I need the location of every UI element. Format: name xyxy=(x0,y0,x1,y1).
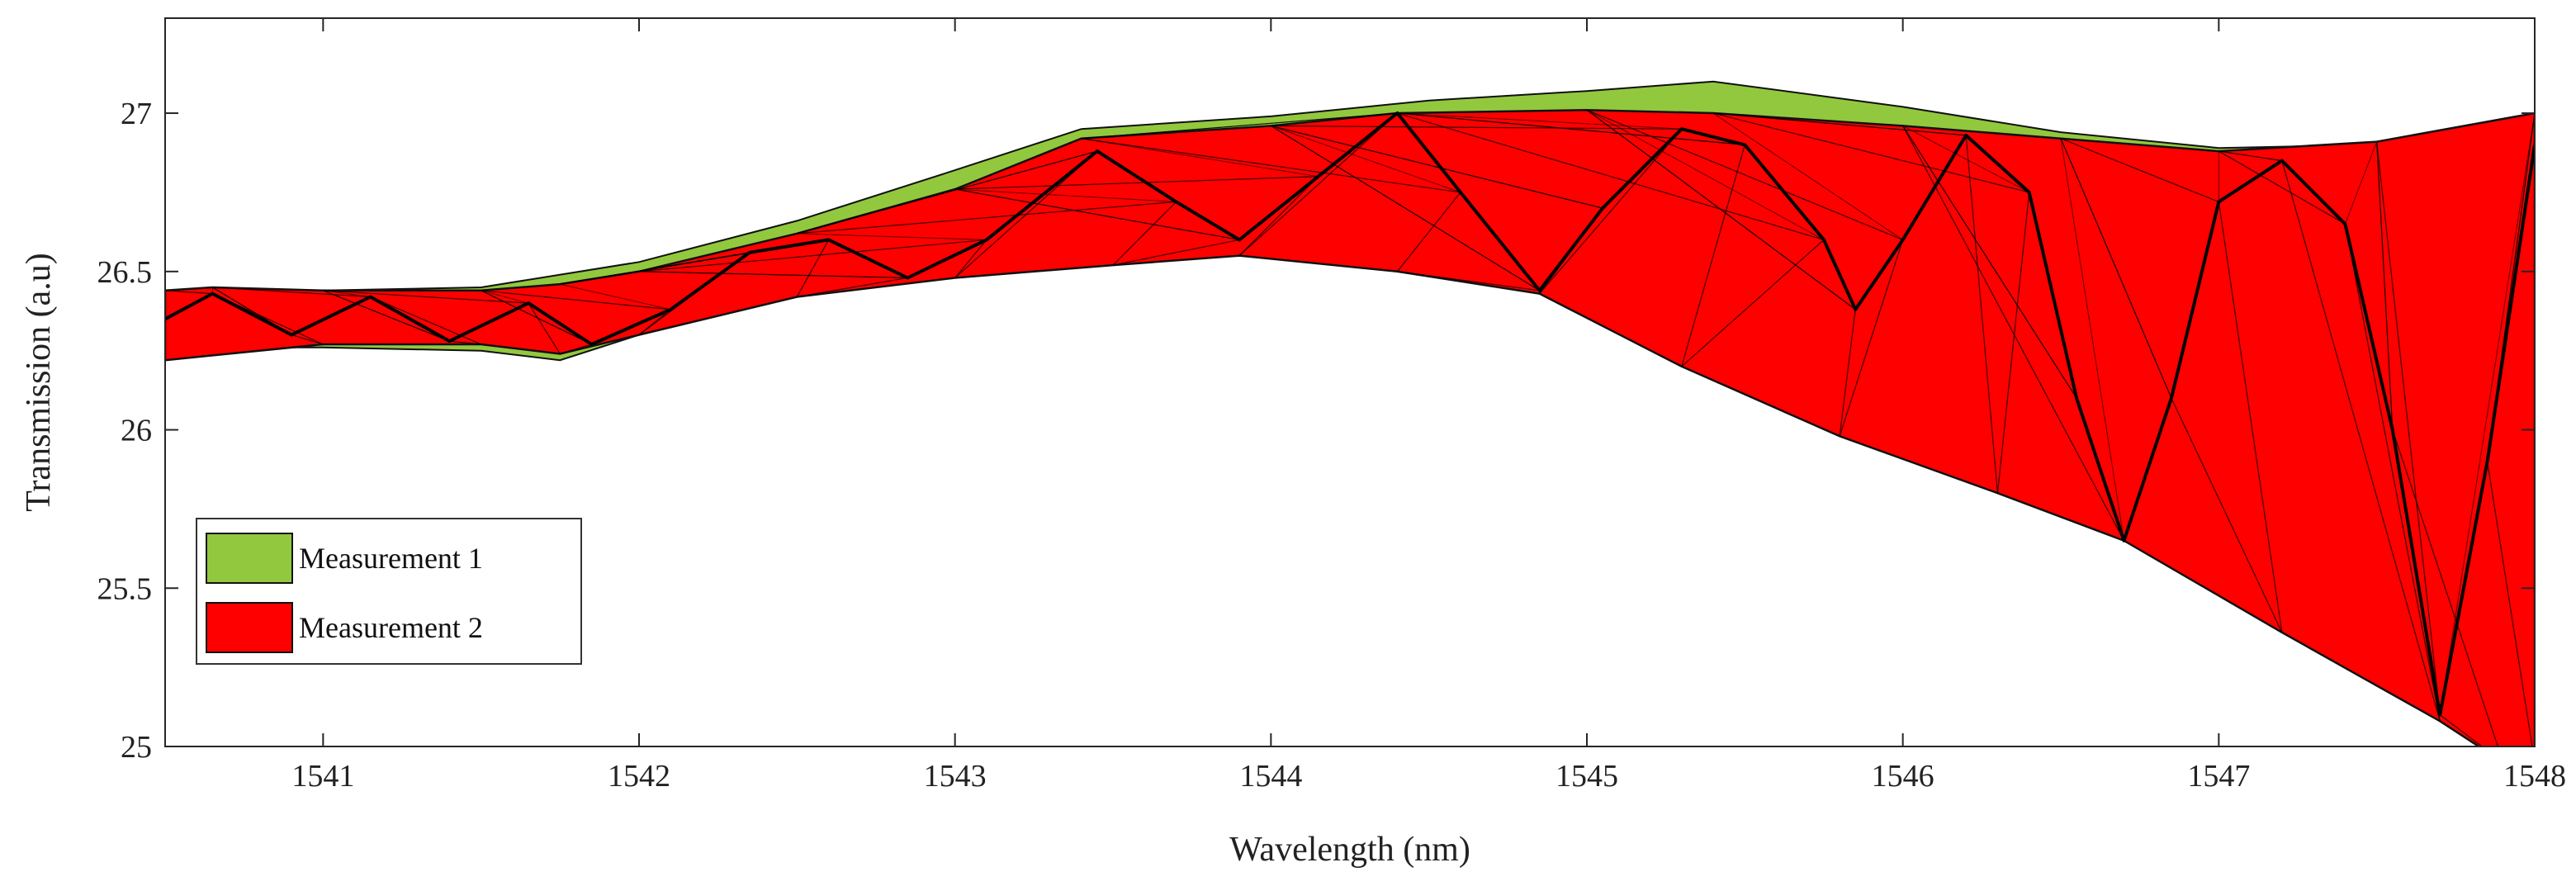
y-tick-label: 26.5 xyxy=(97,255,153,290)
mesh-line xyxy=(560,283,671,310)
mesh-line xyxy=(2060,138,2172,399)
x-tick-label: 1547 xyxy=(2187,759,2250,794)
x-tick-label: 1542 xyxy=(608,759,670,794)
mesh-line xyxy=(638,271,908,278)
mesh-line xyxy=(1271,125,1540,291)
mesh-line xyxy=(1081,138,1319,178)
x-tick-label: 1544 xyxy=(1239,759,1302,794)
mesh-line xyxy=(1681,145,1745,367)
mesh-line xyxy=(1396,192,1461,272)
mesh-line xyxy=(1081,138,1461,193)
y-axis-label: Transmission (a.u) xyxy=(20,253,58,511)
series-measurement-2-mesh xyxy=(165,109,2535,746)
mesh-line xyxy=(797,277,908,298)
x-tick-label: 1545 xyxy=(1556,759,1618,794)
mesh-line xyxy=(797,233,987,240)
tick-layer: 1541 1542 1543 1544 1545 1546 1547 1548 25 25.5 26… xyxy=(97,18,2566,794)
mesh-line xyxy=(2487,461,2533,746)
mesh-line xyxy=(2376,141,2441,715)
mesh-line xyxy=(1112,201,1177,266)
mesh-line xyxy=(2218,201,2283,633)
mesh-line xyxy=(1902,126,2077,399)
mesh-line xyxy=(1586,109,1856,310)
mesh-line xyxy=(1902,126,2125,542)
legend: Measurement 1 Measurement 2 xyxy=(196,518,582,665)
mesh-line xyxy=(796,239,830,297)
mesh-line xyxy=(1397,271,1540,291)
mesh-line xyxy=(528,302,561,354)
legend-label-measurement-2: Measurement 2 xyxy=(299,611,483,644)
mesh-line xyxy=(1681,239,1825,367)
legend-swatch-measurement-1 xyxy=(206,533,293,584)
mesh-line xyxy=(1238,176,1319,257)
mesh-line xyxy=(954,239,987,278)
y-tick-label: 27 xyxy=(121,97,152,131)
y-tick-label: 26 xyxy=(121,414,152,448)
mesh-line xyxy=(1112,239,1240,266)
plot-frame xyxy=(164,17,2536,747)
mesh-line xyxy=(1712,112,1903,240)
mesh-line xyxy=(2218,150,2346,225)
mesh-line xyxy=(481,290,671,310)
mesh-line xyxy=(954,176,1319,190)
mesh-line xyxy=(1586,109,1825,240)
mesh-line xyxy=(1397,112,1682,130)
x-tick-label: 1548 xyxy=(2503,759,2566,794)
mesh-line xyxy=(165,290,213,295)
x-axis-label: Wavelength (nm) xyxy=(1229,831,1470,869)
mesh-line xyxy=(797,150,1097,235)
mesh-line xyxy=(2218,150,2282,162)
x-tick-label: 1546 xyxy=(1872,759,1934,794)
series-layer xyxy=(165,80,2535,746)
mesh-line xyxy=(1839,239,1904,437)
mesh-line xyxy=(2344,141,2378,225)
mesh-line xyxy=(1238,112,1398,257)
mesh-line xyxy=(1081,112,1398,140)
mesh-line xyxy=(2060,138,2125,541)
mesh-line xyxy=(1539,128,1683,295)
legend-label-measurement-1: Measurement 1 xyxy=(299,542,483,575)
mesh-line xyxy=(212,287,371,298)
mesh-line xyxy=(797,201,1177,235)
mesh-line xyxy=(1713,112,1967,136)
mesh-line xyxy=(323,290,529,304)
x-tick-label: 1543 xyxy=(924,759,987,794)
mesh-line xyxy=(1996,192,2030,494)
mesh-line xyxy=(1397,112,1825,241)
mesh-line xyxy=(954,188,1177,202)
series-measurement-2-fringe-trace xyxy=(165,111,2535,717)
mesh-line xyxy=(1839,309,1856,437)
mesh-line xyxy=(1902,125,2029,193)
mesh-line xyxy=(560,344,592,355)
mesh-line xyxy=(2344,224,2441,722)
mesh-line xyxy=(481,290,592,345)
mesh-line xyxy=(1397,112,1745,145)
mesh-line xyxy=(449,340,481,345)
legend-swatch-measurement-2 xyxy=(206,602,293,653)
x-tick-label: 1541 xyxy=(291,759,354,794)
mesh-line xyxy=(1586,109,1903,240)
mesh-line xyxy=(2171,397,2283,633)
mesh-line xyxy=(481,290,529,304)
mesh-line xyxy=(2376,141,2394,430)
mesh-line xyxy=(1271,125,1603,209)
mesh-line xyxy=(323,290,450,342)
mesh-line xyxy=(323,290,371,297)
mesh-line xyxy=(2392,429,2498,746)
mesh-line xyxy=(638,239,987,272)
mesh-line xyxy=(2439,714,2484,746)
y-tick-label: 25 xyxy=(121,730,152,765)
mesh-line xyxy=(1712,112,2029,193)
mesh-line xyxy=(1271,125,1682,130)
y-tick-label: 25.5 xyxy=(97,571,153,606)
mesh-line xyxy=(1271,125,1461,193)
mesh-line xyxy=(954,188,1240,240)
mesh-line xyxy=(2281,160,2441,722)
mesh-line xyxy=(291,334,324,345)
mesh-line xyxy=(1965,135,1999,494)
mesh-line xyxy=(2439,112,2535,715)
mesh-line xyxy=(2060,138,2219,202)
